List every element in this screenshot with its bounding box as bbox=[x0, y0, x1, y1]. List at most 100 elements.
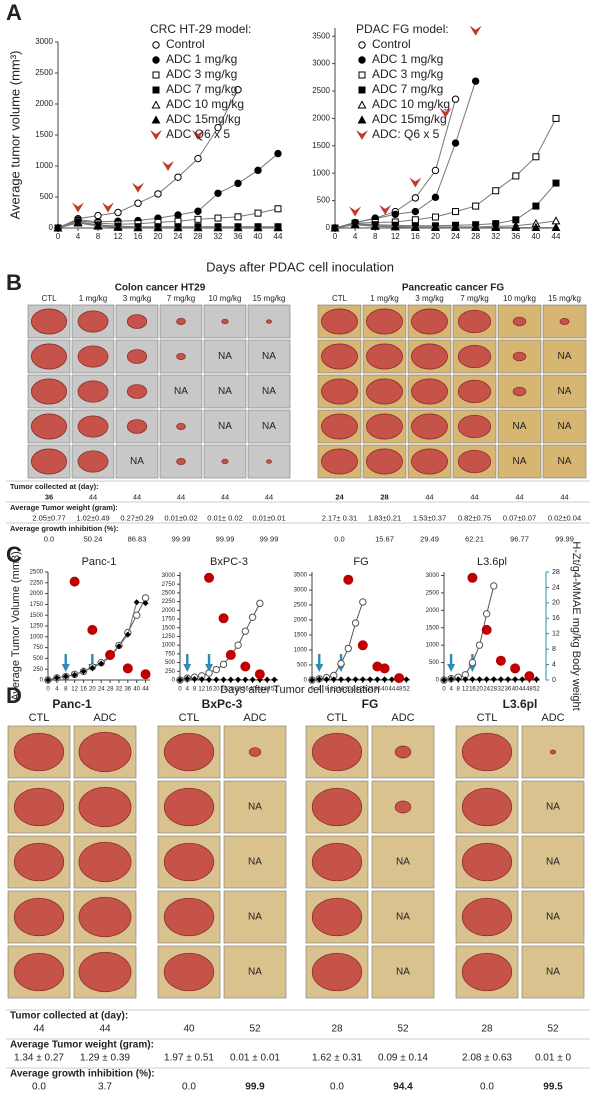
x-tick-label: 0 bbox=[333, 232, 338, 241]
photo-cell bbox=[497, 409, 542, 444]
x-tick-label: 28 bbox=[490, 687, 497, 693]
x-tick-label: 4 bbox=[318, 687, 322, 693]
data-point bbox=[338, 676, 345, 683]
data-point bbox=[273, 223, 283, 232]
x-tick-label: 32 bbox=[214, 232, 223, 241]
legend-label: ADC: Q6 x 5 bbox=[372, 127, 440, 141]
data-point bbox=[249, 676, 256, 683]
data-point bbox=[431, 213, 439, 221]
x-tick-label: 44 bbox=[257, 687, 264, 693]
column-header: CTL bbox=[179, 712, 200, 724]
na-label: NA bbox=[248, 857, 262, 868]
tumor-photo bbox=[77, 310, 109, 333]
data-point bbox=[93, 221, 103, 230]
y-tick-label: 1500 bbox=[312, 141, 330, 150]
x-tick-label: 40 bbox=[133, 687, 140, 693]
y-tick-label: 2750 bbox=[162, 582, 176, 588]
tumor-photo bbox=[411, 343, 448, 370]
cell-value: 0.07±0.07 bbox=[503, 513, 536, 522]
data-point bbox=[359, 598, 367, 606]
tumor-photo bbox=[366, 448, 403, 475]
photo-cell bbox=[203, 339, 247, 374]
x-tick-label: 24 bbox=[352, 687, 359, 693]
y-tick-label: 0 bbox=[326, 223, 331, 232]
cell-value: 0.01±0.01 bbox=[252, 513, 285, 522]
x-axis-label: Days after Tumor cell inoculation bbox=[220, 684, 380, 696]
x-tick-label: 8 bbox=[325, 687, 329, 693]
data-point bbox=[204, 572, 215, 583]
x-tick-label: 20 bbox=[476, 687, 483, 693]
x-tick-label: 32 bbox=[498, 687, 505, 693]
legend-label: ADC 1 mg/kg bbox=[372, 52, 443, 66]
cell-value: 1.02±0.49 bbox=[76, 513, 109, 522]
data-point bbox=[133, 223, 143, 232]
tumor-photo bbox=[457, 309, 492, 334]
data-point bbox=[254, 166, 262, 175]
x-tick-label: 12 bbox=[462, 687, 469, 693]
photo-cell bbox=[247, 409, 291, 444]
tumor-photo bbox=[457, 379, 492, 404]
x-tick-label: 36 bbox=[124, 687, 131, 693]
row-label: Average Tumor weight (gram): bbox=[10, 503, 118, 512]
y-tick-label: 0 bbox=[49, 223, 54, 232]
x-tick-label: 36 bbox=[374, 687, 381, 693]
data-point bbox=[53, 223, 63, 232]
legend-label: ADC 7 mg/kg bbox=[166, 82, 237, 96]
data-point bbox=[552, 179, 560, 187]
cell-value: 0.0 bbox=[334, 534, 344, 543]
x-tick-label: 24 bbox=[451, 232, 460, 241]
data-point bbox=[352, 676, 359, 683]
legend-title: PDAC FG model: bbox=[356, 22, 449, 36]
x-tick-label: 20 bbox=[431, 232, 440, 241]
x-tick-label: 44 bbox=[274, 232, 283, 241]
tumor-photo bbox=[512, 316, 527, 327]
cell-value: 0.0 bbox=[182, 1082, 196, 1093]
tumor-photo bbox=[457, 414, 492, 439]
na-label: NA bbox=[218, 351, 232, 362]
tumor-photo bbox=[559, 317, 570, 326]
x-tick-label: 40 bbox=[249, 687, 256, 693]
column-header: 15 mg/kg bbox=[548, 294, 581, 303]
x-tick-label: 4 bbox=[353, 232, 358, 241]
panel-label: D bbox=[6, 683, 22, 708]
chart-title: FG bbox=[353, 556, 368, 568]
photo-cell bbox=[247, 339, 291, 374]
data-point bbox=[254, 209, 262, 217]
na-label: NA bbox=[546, 912, 560, 923]
x-tick-label: 8 bbox=[193, 687, 197, 693]
cell-value: 0.0 bbox=[44, 534, 54, 543]
y-tick-label: 3000 bbox=[162, 573, 176, 579]
na-label: NA bbox=[546, 857, 560, 868]
data-point bbox=[205, 669, 213, 677]
tumor-photo bbox=[461, 842, 513, 882]
y-tick-label: 0 bbox=[172, 678, 176, 684]
cell-value: 28 bbox=[380, 492, 388, 501]
cell-value: 86.83 bbox=[128, 534, 147, 543]
tumor-photo bbox=[321, 343, 358, 370]
cell-value: 1.29 ± 0.39 bbox=[80, 1053, 130, 1064]
cell-value: 28 bbox=[331, 1024, 343, 1035]
data-point bbox=[411, 207, 420, 216]
group-title: Panc-1 bbox=[52, 697, 92, 711]
x-tick-label: 28 bbox=[107, 687, 114, 693]
tumor-photo bbox=[311, 732, 363, 772]
column-header: ADC bbox=[243, 712, 266, 724]
y2-tick-label: 0 bbox=[552, 677, 556, 684]
data-point bbox=[191, 675, 198, 682]
tumor-photo bbox=[13, 787, 65, 827]
series-line bbox=[57, 222, 278, 229]
cell-value: 99.99 bbox=[260, 534, 279, 543]
y-tick-label: 1000 bbox=[426, 643, 440, 649]
data-point bbox=[482, 610, 491, 618]
data-point bbox=[212, 665, 220, 674]
x-axis-label: Days after PDAC cell inoculation bbox=[206, 259, 394, 274]
y-tick-label: 2500 bbox=[162, 590, 176, 596]
data-point bbox=[410, 222, 420, 231]
data-point bbox=[475, 641, 484, 649]
data-point bbox=[214, 214, 222, 222]
data-point bbox=[390, 222, 400, 231]
data-point bbox=[122, 663, 133, 674]
y-tick-label: 1000 bbox=[294, 648, 308, 654]
cell-value: 0.01±0.02 bbox=[164, 513, 197, 522]
y-tick-label: 250 bbox=[165, 669, 176, 675]
